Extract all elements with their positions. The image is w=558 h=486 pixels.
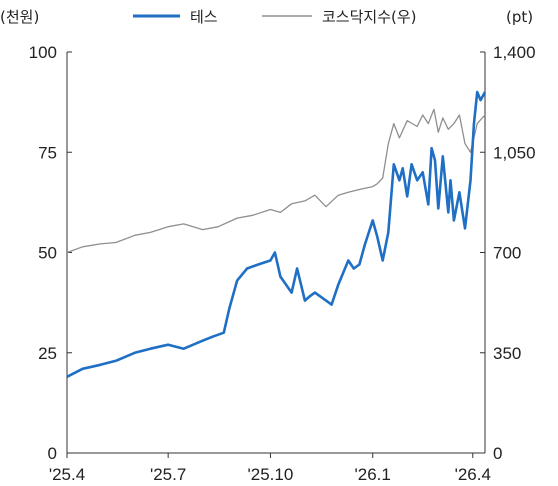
right-tick-label: 0: [493, 444, 502, 463]
left-tick-label: 25: [38, 344, 57, 363]
left-axis-ticks: 0 25 50 75 100: [29, 43, 72, 463]
legend: 테스 코스닥지수(우): [133, 8, 417, 26]
right-tick-label: 1,400: [493, 43, 536, 62]
left-tick-label: 0: [48, 444, 57, 463]
kosdaq-index-line: [66, 108, 486, 254]
x-axis-ticks: '25.4 '25.7 '25.10 '26.1 '26.4: [49, 453, 491, 484]
x-tick-label: '26.4: [455, 465, 491, 484]
x-tick-label: '25.4: [49, 465, 85, 484]
legend-label-tes: 테스: [190, 8, 218, 26]
right-axis-ticks: 0 350 700 1,050 1,400: [480, 43, 536, 463]
right-tick-label: 1,050: [493, 143, 536, 162]
left-axis-unit: (천원): [0, 8, 39, 26]
x-tick-label: '26.1: [355, 465, 391, 484]
x-tick-label: '25.10: [248, 465, 294, 484]
right-tick-label: 350: [493, 344, 521, 363]
tes-stock-price-line: [66, 90, 487, 378]
left-tick-label: 75: [38, 143, 57, 162]
right-axis-unit: (pt): [506, 8, 533, 26]
legend-label-kosdaq: 코스닥지수(우): [322, 8, 417, 26]
x-tick-label: '25.7: [150, 465, 186, 484]
right-tick-label: 700: [493, 244, 521, 263]
left-tick-label: 50: [38, 244, 57, 263]
left-tick-label: 100: [29, 43, 57, 62]
